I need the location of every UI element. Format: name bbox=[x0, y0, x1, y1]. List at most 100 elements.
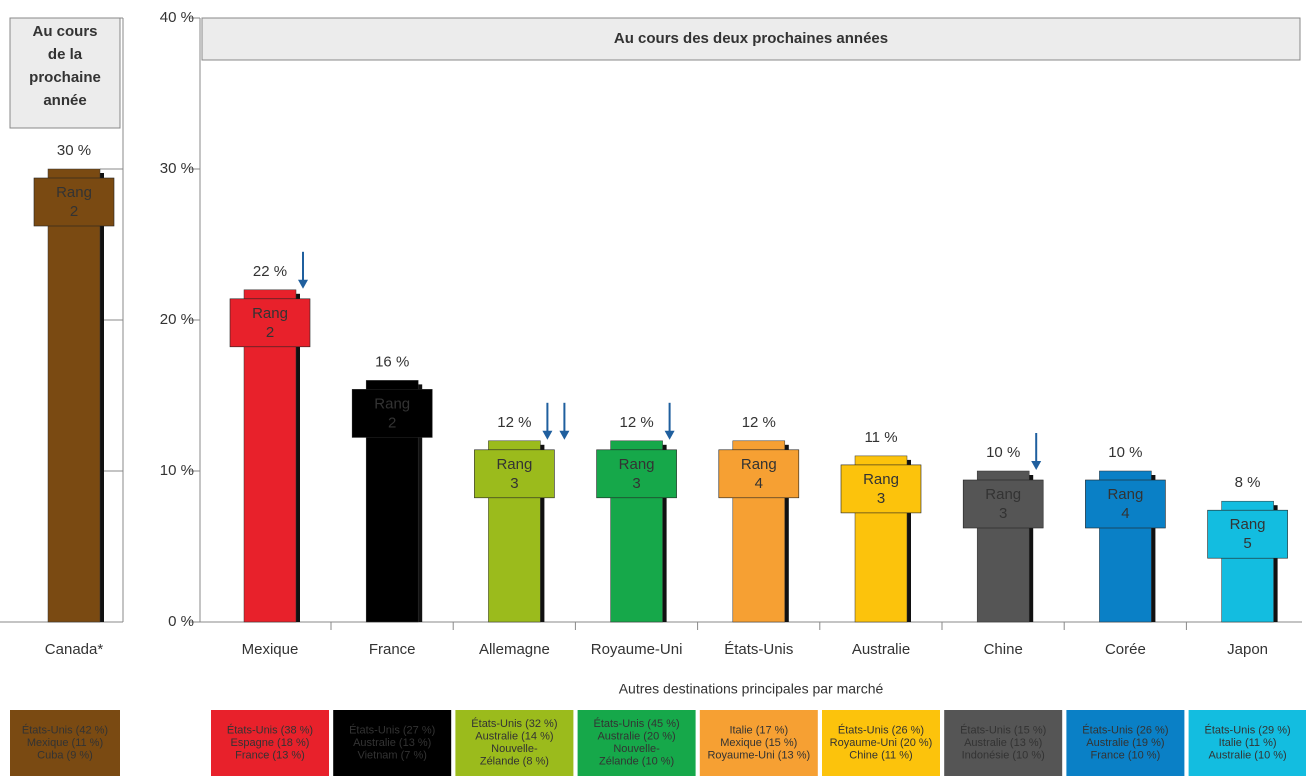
rank-value: 5 bbox=[1243, 535, 1251, 552]
x-tick-label: Chine bbox=[984, 641, 1023, 658]
rank-box bbox=[351, 389, 433, 438]
rank-value: 2 bbox=[70, 203, 78, 220]
destination-box bbox=[1066, 710, 1185, 776]
panel-header: Au cours des deux prochaines années bbox=[614, 30, 888, 47]
rank-value: 3 bbox=[877, 490, 885, 507]
destination-text: États-Unis (45 %) bbox=[593, 717, 679, 730]
destination-text: États-Unis (42 %) bbox=[22, 723, 108, 736]
rank-label: Rang bbox=[496, 456, 532, 473]
destination-text: États-Unis (26 %) bbox=[838, 723, 924, 736]
rank-value: 2 bbox=[266, 324, 274, 341]
destination-text: Australie (13 %) bbox=[964, 737, 1042, 749]
destination-text: France (10 %) bbox=[1091, 749, 1161, 761]
rank-box bbox=[1085, 479, 1166, 529]
rank-value: 4 bbox=[755, 475, 763, 492]
destination-box bbox=[699, 710, 818, 776]
value-label: 10 % bbox=[986, 444, 1020, 461]
down-arrow-head bbox=[298, 279, 308, 289]
destination-text: Australie (19 %) bbox=[1086, 737, 1164, 749]
y-tick-label: 30 % bbox=[160, 160, 194, 177]
rank-box bbox=[229, 298, 311, 348]
value-label: 12 % bbox=[619, 414, 653, 431]
rank-label: Rang bbox=[374, 395, 410, 412]
rank-box bbox=[1207, 509, 1288, 559]
rank-label: Rang bbox=[1107, 486, 1143, 503]
destination-text: États-Unis (26 %) bbox=[1082, 723, 1168, 736]
destination-text: France (13 %) bbox=[235, 749, 305, 761]
destination-box bbox=[1188, 710, 1306, 776]
rank-value: 2 bbox=[388, 414, 396, 431]
x-tick-label: France bbox=[369, 641, 416, 658]
value-label: 8 % bbox=[1235, 474, 1261, 491]
down-arrow-head bbox=[559, 430, 570, 440]
rank-label: Rang bbox=[619, 456, 655, 473]
destination-text: Indonésie (10 %) bbox=[962, 749, 1045, 761]
bar bbox=[47, 168, 101, 623]
x-tick-label: Japon bbox=[1227, 641, 1268, 658]
destination-text: Chine (11 %) bbox=[849, 749, 912, 761]
rank-box bbox=[596, 449, 677, 499]
destination-text: Australie (13 %) bbox=[353, 737, 431, 749]
x-tick-label: Canada* bbox=[45, 641, 104, 658]
rank-value: 3 bbox=[510, 475, 518, 492]
rank-value: 3 bbox=[999, 505, 1007, 522]
destination-box bbox=[455, 710, 574, 776]
rank-label: Rang bbox=[985, 486, 1021, 503]
rank-label: Rang bbox=[1230, 516, 1266, 533]
destination-text: États-Unis (38 %) bbox=[227, 723, 313, 736]
destination-text: États-Unis (32 %) bbox=[471, 717, 557, 730]
destination-box bbox=[822, 710, 940, 776]
panel-header: année bbox=[43, 92, 86, 109]
panel-header: prochaine bbox=[29, 69, 101, 86]
down-arrow-head bbox=[542, 430, 553, 440]
destination-text: Nouvelle- bbox=[491, 743, 538, 755]
value-label: 16 % bbox=[375, 353, 409, 370]
y-tick-label: 40 % bbox=[160, 9, 194, 26]
rank-box bbox=[962, 479, 1044, 529]
rank-box bbox=[718, 449, 800, 499]
rank-label: Rang bbox=[741, 456, 777, 473]
destination-box bbox=[577, 710, 696, 776]
destination-text: Zélande (10 %) bbox=[599, 756, 674, 768]
destination-text: Vietnam (7 %) bbox=[357, 749, 427, 761]
x-tick-label: Corée bbox=[1105, 641, 1146, 658]
x-tick-label: Mexique bbox=[242, 641, 299, 658]
rank-box bbox=[840, 464, 922, 514]
left-header-box bbox=[9, 17, 121, 129]
destination-text: Mexique (11 %) bbox=[27, 737, 103, 749]
destination-box bbox=[333, 710, 452, 776]
value-label: 12 % bbox=[742, 414, 776, 431]
destination-text: États-Unis (15 %) bbox=[960, 723, 1046, 736]
rank-box bbox=[33, 177, 115, 227]
x-tick-label: Australie bbox=[852, 641, 910, 658]
destination-text: Italie (11 %) bbox=[1219, 737, 1277, 749]
y-tick-label: 0 % bbox=[168, 613, 194, 630]
destination-box bbox=[211, 710, 329, 776]
destination-text: Espagne (18 %) bbox=[231, 737, 310, 749]
destination-box bbox=[944, 710, 1063, 776]
rank-label: Rang bbox=[252, 305, 288, 322]
destination-text: Australie (20 %) bbox=[597, 731, 675, 743]
x-tick-label: Royaume-Uni bbox=[591, 641, 683, 658]
x-tick-label: Allemagne bbox=[479, 641, 550, 658]
value-label: 10 % bbox=[1108, 444, 1142, 461]
destination-text: Royaume-Uni (20 %) bbox=[830, 737, 933, 749]
destination-text: États-Unis (27 %) bbox=[349, 723, 435, 736]
value-label: 30 % bbox=[57, 142, 91, 159]
rank-value: 4 bbox=[1121, 505, 1129, 522]
value-label: 11 % bbox=[864, 429, 897, 446]
destination-text: Australie (10 %) bbox=[1208, 749, 1286, 761]
panel-header: de la bbox=[48, 46, 83, 63]
y-tick-label: 20 % bbox=[160, 311, 194, 328]
destination-text: États-Unis (29 %) bbox=[1204, 723, 1290, 736]
rank-value: 3 bbox=[632, 475, 640, 492]
destination-text: Mexique (15 %) bbox=[720, 737, 797, 749]
rank-box bbox=[474, 449, 555, 499]
x-tick-label: États-Unis bbox=[724, 641, 793, 658]
down-arrow-head bbox=[1031, 461, 1042, 470]
panel-header: Au cours bbox=[32, 23, 97, 40]
rank-label: Rang bbox=[56, 184, 92, 201]
rank-label: Rang bbox=[863, 471, 899, 488]
destination-text: Cuba (9 %) bbox=[37, 749, 93, 761]
